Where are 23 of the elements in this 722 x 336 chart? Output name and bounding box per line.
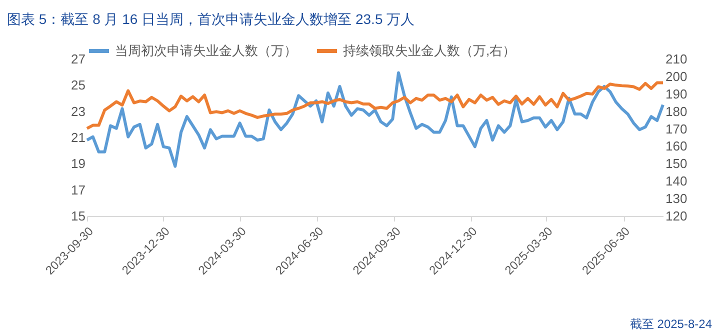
y2-tick-label: 210 xyxy=(666,52,688,66)
line-series xyxy=(86,81,664,130)
y-tick-label: 19 xyxy=(71,156,86,172)
y2-tick-label: 170 xyxy=(666,121,688,136)
line-series xyxy=(86,71,664,168)
y2-tick-label: 130 xyxy=(666,191,688,206)
y-tick-label: 15 xyxy=(71,208,86,224)
y2-tick-label: 200 xyxy=(666,68,688,84)
legend-label: 持续领取失业金人数（万,右） xyxy=(343,43,516,58)
y2-tick-label: 120 xyxy=(666,208,688,224)
text: 截至 2025-8-24 xyxy=(630,316,712,333)
chart-title: 图表 5：截至 8 月 16 日当周，首次申请失业金人数增至 23.5 万人 xyxy=(7,11,415,27)
y2-tick-label: 190 xyxy=(666,86,688,102)
y2-tick-label: 160 xyxy=(666,138,688,154)
y-tick-label: 25 xyxy=(71,78,86,93)
legend-label: 当周初次申请失业金人数（万） xyxy=(115,43,297,58)
y-tick-label: 17 xyxy=(71,182,86,198)
y2-tick-label: 180 xyxy=(666,104,688,119)
y-tick-label: 23 xyxy=(71,104,86,119)
y2-tick-label: 140 xyxy=(666,174,688,189)
y-tick-label: 21 xyxy=(71,130,86,145)
y-tick-label: 27 xyxy=(71,52,86,66)
y2-tick-label: 150 xyxy=(666,156,688,172)
